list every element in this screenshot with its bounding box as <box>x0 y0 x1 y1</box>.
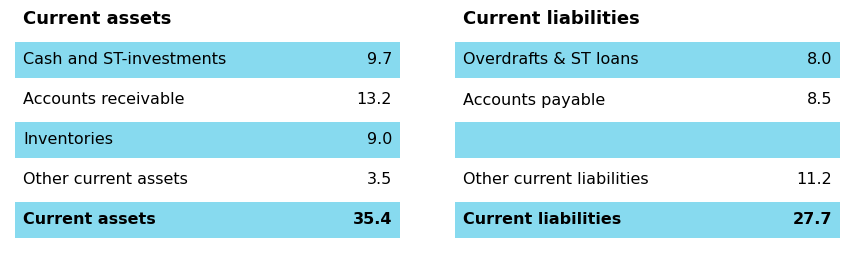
Text: Current liabilities: Current liabilities <box>463 213 621 227</box>
Text: 27.7: 27.7 <box>792 213 832 227</box>
Text: Overdrafts & ST loans: Overdrafts & ST loans <box>463 52 638 68</box>
Text: Accounts payable: Accounts payable <box>463 93 606 107</box>
Text: Inventories: Inventories <box>23 133 113 148</box>
Text: 11.2: 11.2 <box>797 172 832 188</box>
Text: Cash and ST-investments: Cash and ST-investments <box>23 52 226 68</box>
Text: Other current liabilities: Other current liabilities <box>463 172 649 188</box>
Bar <box>15 42 400 78</box>
Text: Current assets: Current assets <box>23 10 171 28</box>
Bar <box>455 42 840 78</box>
Text: Accounts receivable: Accounts receivable <box>23 93 185 107</box>
Bar <box>15 122 400 158</box>
Bar <box>455 202 840 238</box>
Text: 13.2: 13.2 <box>357 93 392 107</box>
Text: Other current assets: Other current assets <box>23 172 187 188</box>
Bar <box>15 202 400 238</box>
Text: 8.5: 8.5 <box>806 93 832 107</box>
Text: Current liabilities: Current liabilities <box>463 10 639 28</box>
Text: 9.7: 9.7 <box>366 52 392 68</box>
Text: 3.5: 3.5 <box>366 172 392 188</box>
Text: Current assets: Current assets <box>23 213 156 227</box>
Text: 35.4: 35.4 <box>353 213 392 227</box>
Bar <box>455 122 840 158</box>
Text: 8.0: 8.0 <box>806 52 832 68</box>
Text: 9.0: 9.0 <box>366 133 392 148</box>
